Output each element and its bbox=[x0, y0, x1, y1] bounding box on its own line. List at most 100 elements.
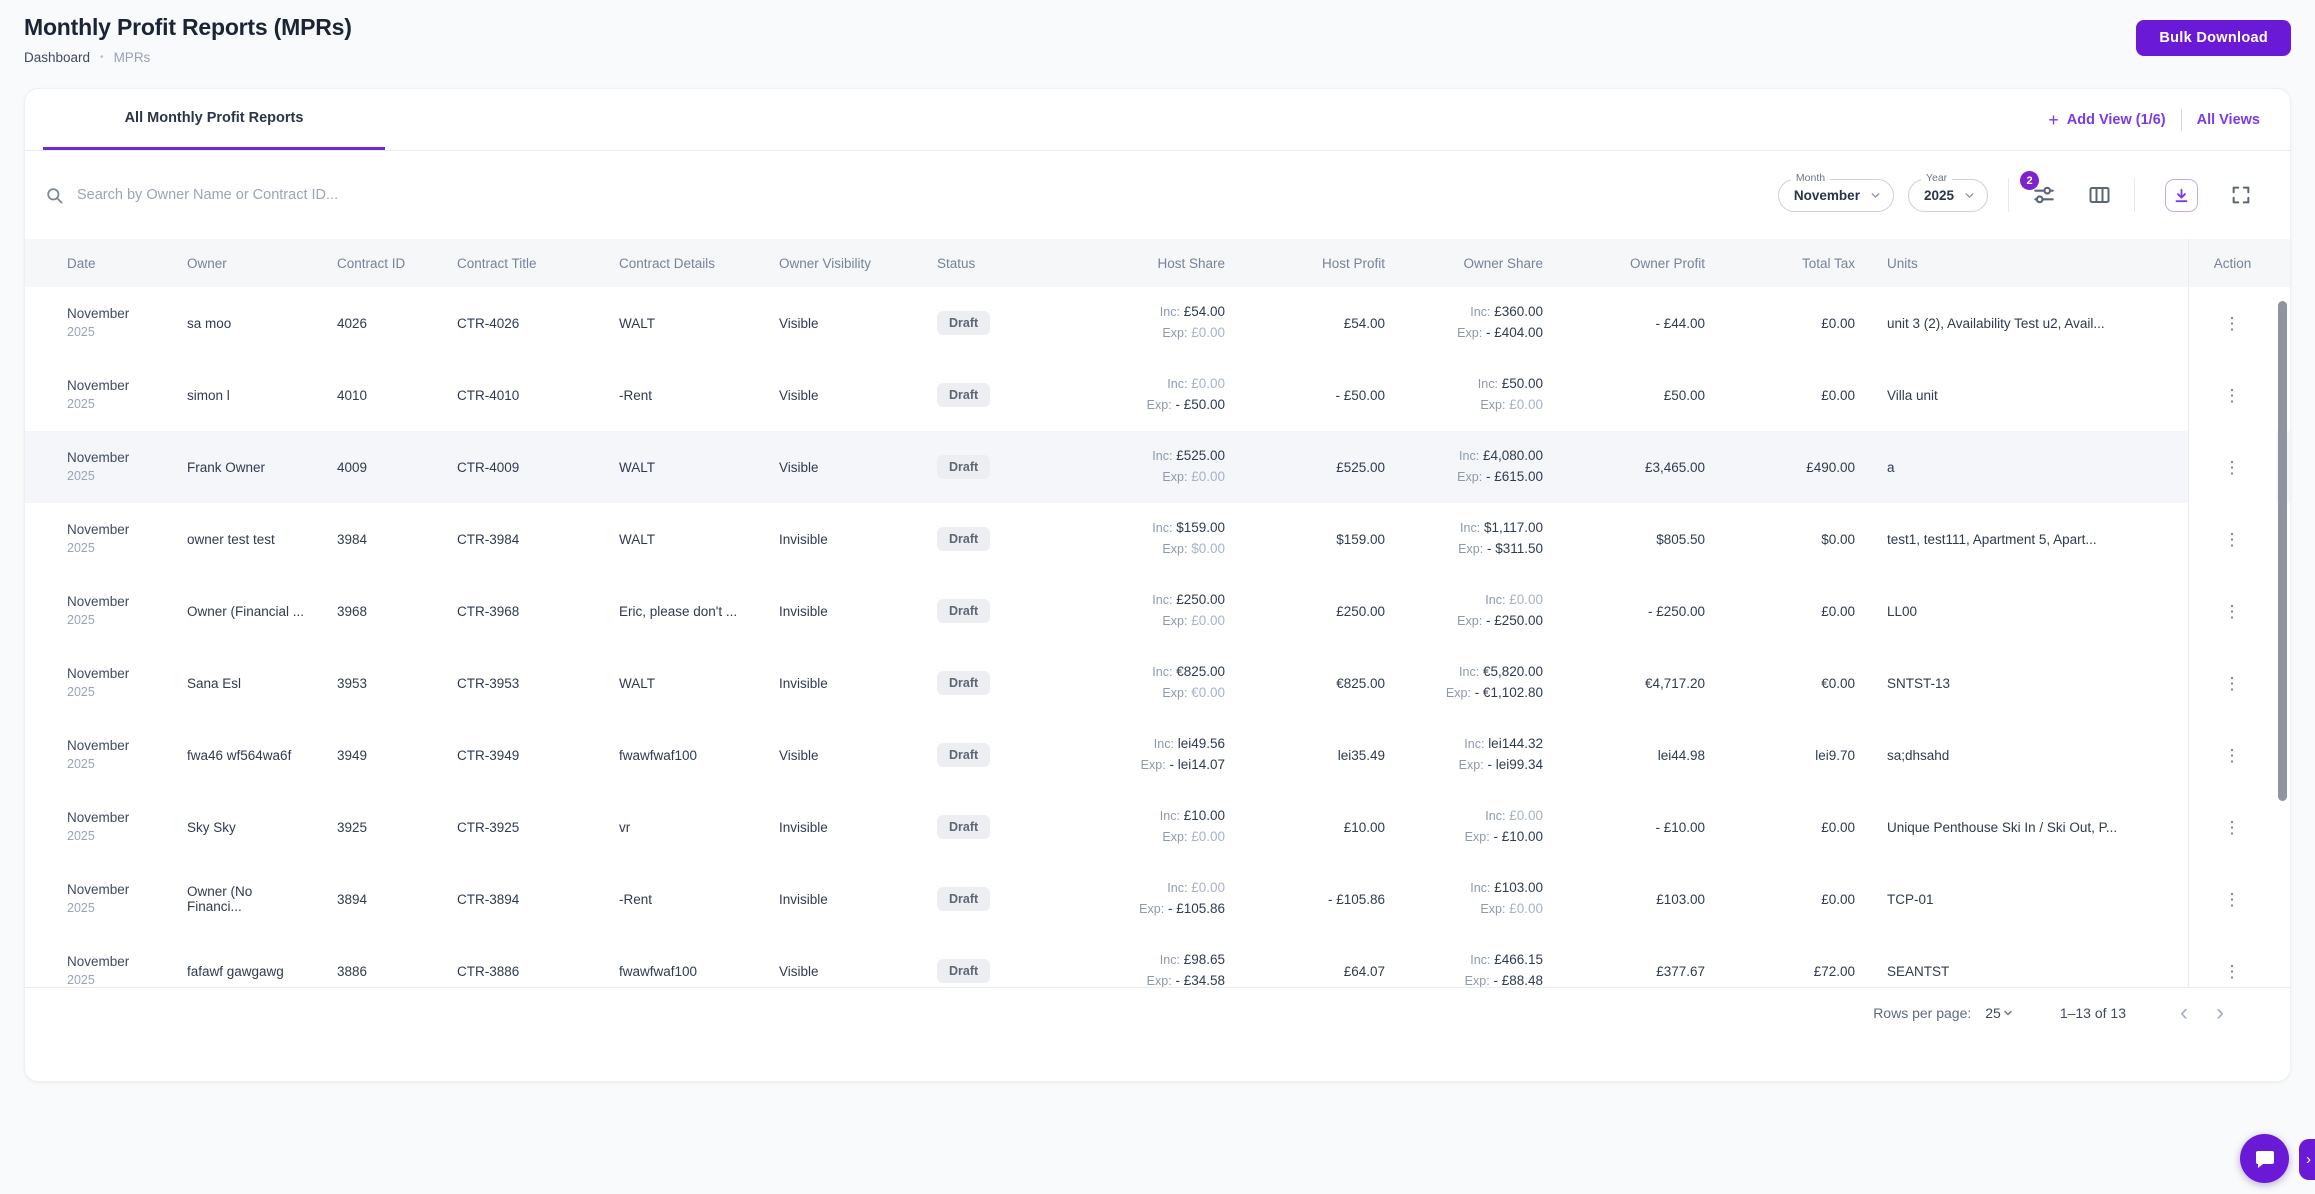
cell-action: ⋮ bbox=[2188, 287, 2276, 359]
cell-owner_visibility: Visible bbox=[779, 963, 819, 979]
rows-per-page-select[interactable]: 25 bbox=[1985, 1005, 2014, 1021]
table-row[interactable]: November 2025 Sky Sky 3925 CTR-3925 vr Invisi… bbox=[25, 791, 2290, 863]
cell-host_profit: $159.00 bbox=[1336, 531, 1385, 547]
money-line: Inc: £50.00 bbox=[1477, 376, 1543, 392]
previous-page-button[interactable]: ‹ bbox=[2166, 1000, 2202, 1025]
row-actions-button[interactable]: ⋮ bbox=[2218, 453, 2248, 482]
money-line: Inc: £466.15 bbox=[1470, 952, 1543, 968]
table-row[interactable]: November 2025 Owner (No Financi... 3894 CTR… bbox=[25, 863, 2290, 935]
cell-contract_details: WALT bbox=[619, 531, 655, 547]
table-row[interactable]: November 2025 Sana Esl 3953 CTR-3953 WALT Inv… bbox=[25, 647, 2290, 719]
cell-owner_share: Inc: £0.00 Exp: - £250.00 bbox=[1401, 590, 1559, 632]
fullscreen-button[interactable] bbox=[2228, 182, 2254, 208]
cell-status: Draft bbox=[921, 455, 1051, 479]
row-actions-button[interactable]: ⋮ bbox=[2218, 597, 2248, 626]
money-line: Inc: £98.65 bbox=[1159, 952, 1225, 968]
column-header-action[interactable]: Action bbox=[2188, 239, 2276, 287]
search-input[interactable] bbox=[77, 187, 1778, 203]
cell-host_share: Inc: £10.00 Exp: £0.00 bbox=[1051, 806, 1241, 848]
year-select[interactable]: Year 2025 bbox=[1907, 171, 1988, 212]
row-actions-button[interactable]: ⋮ bbox=[2218, 885, 2248, 914]
date-month: November bbox=[67, 881, 130, 897]
date-month: November bbox=[67, 377, 130, 393]
chevron-down-icon bbox=[1963, 189, 1976, 202]
table-row[interactable]: November 2025 fafawf gawgawg 3886 CTR-3886 f… bbox=[25, 935, 2290, 987]
cell-host_profit: €825.00 bbox=[1336, 675, 1385, 691]
kebab-icon: ⋮ bbox=[2223, 961, 2242, 981]
all-views-button[interactable]: All Views bbox=[2196, 111, 2260, 128]
column-header-contract_title[interactable]: Contract Title bbox=[457, 255, 537, 271]
row-actions-button[interactable]: ⋮ bbox=[2218, 525, 2248, 554]
cell-owner_share: Inc: £360.00 Exp: - £404.00 bbox=[1401, 302, 1559, 344]
cell-status: Draft bbox=[921, 959, 1051, 983]
money-line: Inc: lei144.32 bbox=[1464, 736, 1543, 752]
column-header-contract_details[interactable]: Contract Details bbox=[619, 255, 716, 271]
cell-owner_visibility: Visible bbox=[779, 459, 819, 475]
row-actions-button[interactable]: ⋮ bbox=[2218, 309, 2248, 338]
table-row[interactable]: November 2025 Frank Owner 4009 CTR-4009 WALT… bbox=[25, 431, 2290, 503]
breadcrumb-dashboard[interactable]: Dashboard bbox=[24, 50, 91, 65]
cell-contract_title: CTR-3925 bbox=[457, 819, 520, 835]
add-view-button[interactable]: + Add View (1/6) bbox=[2048, 111, 2165, 129]
column-header-host_profit[interactable]: Host Profit bbox=[1321, 255, 1385, 271]
cell-date: November 2025 bbox=[51, 377, 171, 413]
column-header-owner_visibility[interactable]: Owner Visibility bbox=[779, 255, 872, 271]
column-header-owner[interactable]: Owner bbox=[187, 255, 227, 271]
vertical-scrollbar[interactable] bbox=[2278, 301, 2287, 801]
row-actions-button[interactable]: ⋮ bbox=[2218, 957, 2248, 986]
money-line: Exp: £0.00 bbox=[1162, 613, 1225, 628]
money-line: Inc: €5,820.00 bbox=[1459, 664, 1543, 680]
column-header-date[interactable]: Date bbox=[67, 255, 96, 271]
side-panel-toggle[interactable]: › bbox=[2299, 1139, 2315, 1180]
month-select[interactable]: Month November bbox=[1777, 171, 1894, 212]
money-line: Inc: lei49.56 bbox=[1153, 736, 1225, 752]
money-line: Inc: £0.00 bbox=[1167, 376, 1225, 392]
row-actions-button[interactable]: ⋮ bbox=[2218, 669, 2248, 698]
column-header-total_tax[interactable]: Total Tax bbox=[1801, 255, 1855, 271]
next-page-button[interactable]: › bbox=[2202, 1000, 2238, 1025]
search-bar bbox=[45, 186, 1778, 205]
cell-total_tax: £72.00 bbox=[1813, 963, 1855, 979]
download-table-button[interactable] bbox=[2165, 178, 2198, 212]
cell-action: ⋮ bbox=[2188, 863, 2276, 935]
table-row[interactable]: November 2025 Owner (Financial ... 3968 CTR… bbox=[25, 575, 2290, 647]
views-divider bbox=[2180, 108, 2182, 131]
bulk-download-button[interactable]: Bulk Download bbox=[2136, 20, 2291, 56]
column-header-contract_id[interactable]: Contract ID bbox=[337, 255, 406, 271]
cell-owner_profit: £50.00 bbox=[1663, 387, 1705, 403]
cell-owner_visibility: Visible bbox=[779, 747, 819, 763]
table-row[interactable]: November 2025 simon l 4010 CTR-4010 -Rent Vis… bbox=[25, 359, 2290, 431]
money-line: Inc: £0.00 bbox=[1167, 880, 1225, 896]
table-row[interactable]: November 2025 fwa46 wf564wa6f 3949 CTR-3949… bbox=[25, 719, 2290, 791]
date-year: 2025 bbox=[67, 468, 95, 483]
cell-units: Unique Penthouse Ski In / Ski Out, P... bbox=[1887, 819, 2118, 835]
cell-owner: Sana Esl bbox=[187, 675, 242, 691]
cell-contract_id: 3949 bbox=[337, 747, 368, 763]
column-header-owner_profit[interactable]: Owner Profit bbox=[1629, 255, 1705, 271]
column-header-status[interactable]: Status bbox=[937, 255, 976, 271]
cell-contract_title: CTR-3894 bbox=[457, 891, 520, 907]
cell-status: Draft bbox=[921, 815, 1051, 839]
cell-host_profit: - £105.86 bbox=[1327, 891, 1385, 907]
cell-date: November 2025 bbox=[51, 305, 171, 341]
filter-badge: 2 bbox=[2020, 171, 2039, 190]
filter-button[interactable]: 2 bbox=[2020, 171, 2059, 210]
table-row[interactable]: November 2025 owner test test 3984 CTR-3984… bbox=[25, 503, 2290, 575]
chat-widget-button[interactable] bbox=[2240, 1134, 2289, 1183]
money-line: Exp: £0.00 bbox=[1480, 397, 1543, 412]
money-line: Exp: £0.00 bbox=[1162, 325, 1225, 340]
row-actions-button[interactable]: ⋮ bbox=[2218, 381, 2248, 410]
cell-owner: Owner (Financial ... bbox=[187, 603, 305, 619]
column-header-units[interactable]: Units bbox=[1887, 255, 1918, 271]
column-header-host_share[interactable]: Host Share bbox=[1157, 255, 1225, 271]
row-actions-button[interactable]: ⋮ bbox=[2218, 741, 2248, 770]
cell-owner: fwa46 wf564wa6f bbox=[187, 747, 292, 763]
cell-status: Draft bbox=[921, 311, 1051, 335]
cell-owner_share: Inc: £4,080.00 Exp: - £615.00 bbox=[1401, 446, 1559, 488]
table-row[interactable]: November 2025 sa moo 4026 CTR-4026 WALT Visib… bbox=[25, 287, 2290, 359]
tab-all-monthly-profit-reports[interactable]: All Monthly Profit Reports bbox=[43, 89, 385, 150]
columns-button[interactable] bbox=[2085, 182, 2114, 208]
status-badge: Draft bbox=[937, 383, 991, 407]
row-actions-button[interactable]: ⋮ bbox=[2218, 813, 2248, 842]
column-header-owner_share[interactable]: Owner Share bbox=[1463, 255, 1543, 271]
